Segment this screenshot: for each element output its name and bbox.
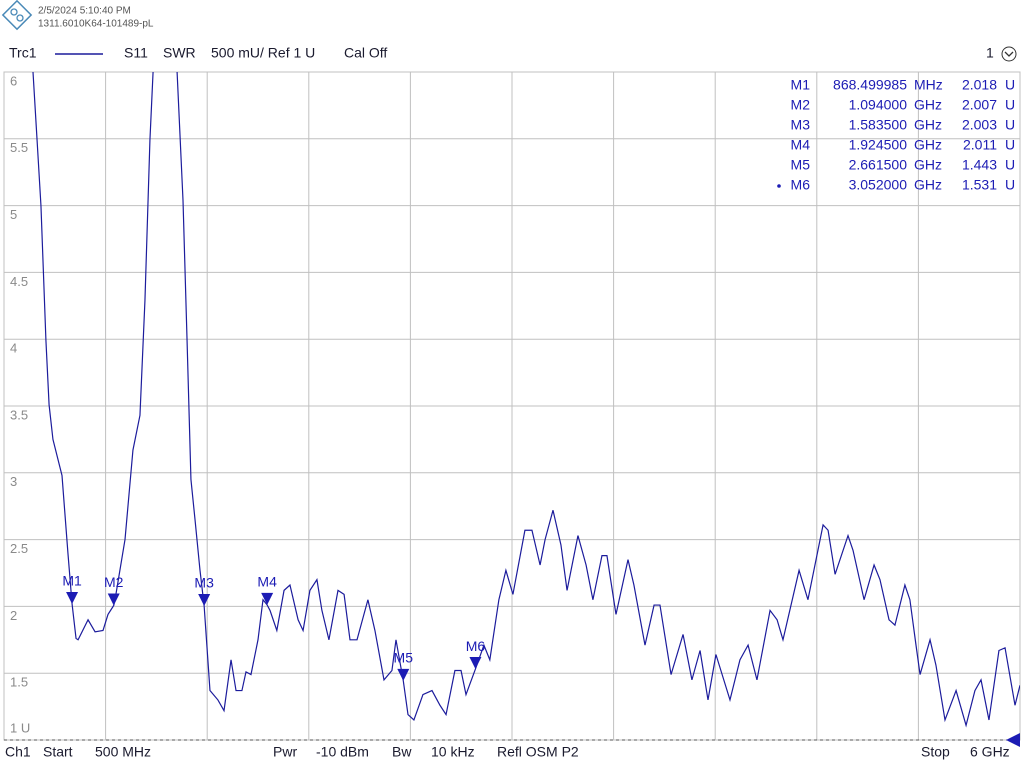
- power-label: Pwr: [273, 744, 297, 760]
- marker-frequency: 1.924500: [849, 137, 908, 153]
- scale: 500 mU/ Ref 1 U: [211, 45, 315, 61]
- marker-frequency-unit: GHz: [914, 177, 942, 193]
- marker-frequency-unit: GHz: [914, 137, 942, 153]
- marker-frequency-unit: MHz: [914, 77, 943, 93]
- marker-triangle: [469, 657, 482, 670]
- marker-triangle: [261, 592, 274, 605]
- power: -10 dBm: [316, 744, 369, 760]
- marker-triangle: [397, 668, 410, 681]
- stop-label: Stop: [921, 744, 950, 760]
- marker-frequency: 868.499985: [833, 77, 907, 93]
- marker-table: M1 868.499985 MHz 2.018 U M2 1.094000 GHz 2.007 U…: [777, 77, 1015, 193]
- serial: 1311.6010K64-101489-pL: [38, 19, 154, 30]
- marker-value: 2.007: [962, 97, 997, 113]
- grid: 1 U 1.5 2 2.5 3 3.5 4 4.5 5 5.5 6: [3, 71, 1021, 741]
- y-tick-label: 3.5: [10, 407, 28, 422]
- marker-value-unit: U: [1005, 157, 1015, 173]
- marker-label: M2: [104, 574, 124, 590]
- marker-value-unit: U: [1005, 77, 1015, 93]
- marker-value-unit: U: [1005, 137, 1015, 153]
- y-tick-label: 5.5: [10, 140, 28, 155]
- parameter: S11: [124, 45, 148, 61]
- marker-name: M6: [791, 177, 811, 193]
- marker-value-unit: U: [1005, 177, 1015, 193]
- marker-value: 2.018: [962, 77, 997, 93]
- active-dot: [777, 184, 781, 188]
- start: 500 MHz: [95, 744, 151, 760]
- date: 2/5/2024 5:10:40 PM: [38, 6, 131, 17]
- y-tick-label: 4.5: [10, 274, 28, 289]
- marker-frequency-unit: GHz: [914, 97, 942, 113]
- trace-name: Trc1: [9, 45, 37, 61]
- stop-indicator: [1006, 733, 1020, 747]
- marker-label: M6: [466, 638, 486, 654]
- marker-value-unit: U: [1005, 117, 1015, 133]
- marker-value-unit: U: [1005, 97, 1015, 113]
- marker-frequency: 1.583500: [849, 117, 908, 133]
- marker-value: 1.531: [962, 177, 997, 193]
- y-tick-label: 4: [10, 341, 17, 356]
- marker-label: M4: [257, 574, 277, 590]
- channel: Ch1: [5, 744, 31, 760]
- stop: 6 GHz: [970, 744, 1010, 760]
- marker-frequency: 1.094000: [849, 97, 908, 113]
- y-tick-label: 3: [10, 474, 17, 489]
- marker-triangle: [198, 593, 211, 606]
- marker-value: 2.011: [963, 137, 997, 153]
- marker-name: M3: [791, 117, 811, 133]
- marker-value: 1.443: [962, 157, 997, 173]
- bw: 10 kHz: [431, 744, 475, 760]
- marker-frequency-unit: GHz: [914, 157, 942, 173]
- y-tick-label: 2.5: [10, 541, 28, 556]
- y-tick-label: 1.5: [10, 675, 28, 690]
- trace-line: [32, 72, 1020, 728]
- marker-frequency: 2.661500: [849, 157, 908, 173]
- cal-state: Cal Off: [344, 45, 387, 61]
- bw-label: Bw: [392, 744, 412, 760]
- format: SWR: [163, 45, 196, 61]
- y-tick-label: 6: [10, 73, 17, 88]
- marker-label: M3: [194, 575, 214, 591]
- y-tick-label: 1 U: [10, 720, 30, 735]
- marker-frequency-unit: GHz: [914, 117, 942, 133]
- window-menu[interactable]: [1001, 46, 1017, 62]
- marker-label: M5: [394, 650, 414, 666]
- y-tick-label: 2: [10, 608, 17, 623]
- cal-method: Refl OSM P2: [497, 744, 579, 760]
- marker-value: 2.003: [962, 117, 997, 133]
- marker-frequency: 3.052000: [849, 177, 908, 193]
- plot: [32, 72, 1020, 728]
- marker-triangle: [66, 591, 79, 604]
- marker-label: M1: [62, 573, 82, 589]
- y-tick-label: 5: [10, 207, 17, 222]
- start-label: Start: [43, 744, 73, 760]
- window-number: 1: [986, 45, 994, 61]
- marker-name: M5: [791, 157, 811, 173]
- logo: [1, 0, 33, 31]
- marker-triangle: [107, 593, 120, 606]
- marker-name: M1: [791, 77, 811, 93]
- marker-name: M4: [791, 137, 811, 153]
- markers: M1 M2 M3 M4 M5 M6: [62, 573, 485, 681]
- marker-name: M2: [791, 97, 811, 113]
